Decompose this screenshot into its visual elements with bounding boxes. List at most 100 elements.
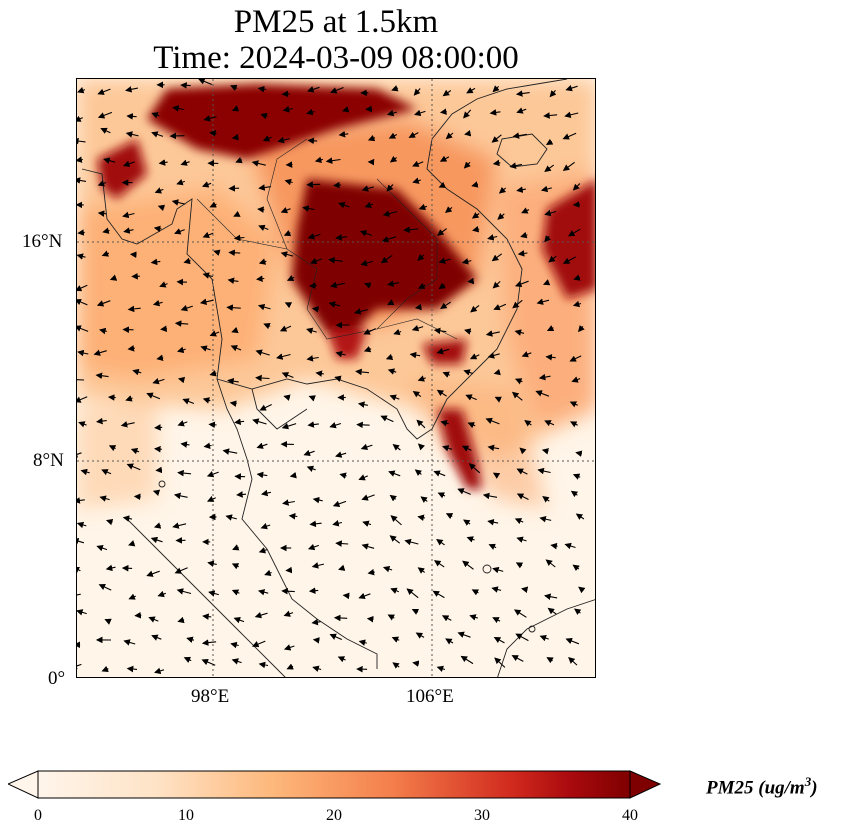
wind-arrow	[461, 258, 472, 265]
wind-arrow	[150, 536, 163, 544]
wind-arrow	[209, 130, 217, 137]
wind-arrow	[412, 390, 422, 398]
wind-arrow	[573, 274, 581, 281]
wind-arrow	[520, 231, 528, 239]
wind-arrow	[417, 567, 426, 574]
wind-arrow	[544, 593, 558, 600]
wind-arrow	[152, 299, 163, 307]
wind-arrow	[155, 466, 163, 474]
wind-arrow	[414, 109, 426, 117]
wind-arrow	[342, 106, 350, 113]
wind-arrow	[567, 228, 581, 237]
wind-arrow	[183, 257, 191, 265]
lon-tick-98E: 98°E	[191, 686, 230, 707]
wind-arrow	[361, 185, 374, 192]
wind-arrow	[77, 521, 87, 529]
wind-arrow	[228, 249, 241, 257]
wind-arrow	[203, 115, 217, 122]
wind-arrow	[77, 137, 86, 145]
wind-arrow	[545, 559, 556, 568]
wind-arrow	[539, 515, 552, 523]
wind-arrow	[417, 282, 426, 289]
wind-arrow	[97, 111, 113, 119]
wind-arrow	[151, 131, 164, 138]
wind-arrow	[103, 157, 116, 164]
wind-arrow	[225, 514, 237, 521]
wind-arrow	[492, 85, 500, 93]
wind-arrow	[77, 177, 87, 184]
wind-arrow	[544, 209, 557, 217]
wind-arrow	[257, 303, 271, 311]
wind-arrow	[307, 543, 319, 551]
wind-arrow	[255, 374, 270, 382]
wind-arrow	[213, 249, 221, 256]
wind-arrow	[403, 226, 419, 234]
wind-arrow	[289, 471, 297, 479]
wind-arrow	[337, 656, 346, 663]
wind-arrow	[177, 420, 188, 427]
wind-arrow	[467, 277, 475, 285]
wind-arrow	[122, 211, 135, 219]
wind-arrow	[123, 639, 136, 646]
wind-arrow	[234, 418, 245, 426]
wind-arrow	[544, 235, 551, 243]
title-line-1: PM25 at 1.5km	[233, 4, 439, 40]
wind-arrow	[122, 515, 133, 522]
wind-arrow	[441, 615, 452, 622]
wind-arrow	[515, 90, 530, 97]
wind-arrow	[200, 345, 211, 352]
wind-arrow	[312, 496, 323, 504]
wind-arrow	[333, 181, 342, 189]
wind-arrow	[433, 560, 445, 568]
wind-arrow	[308, 587, 319, 594]
wind-arrow	[438, 257, 451, 264]
wind-arrow	[463, 519, 471, 526]
wind-arrow	[545, 138, 554, 145]
wind-arrow	[307, 233, 321, 240]
wind-arrow	[311, 618, 321, 626]
wind-arrow	[222, 448, 238, 455]
wind-arrow	[199, 298, 214, 305]
wind-arrow	[544, 420, 555, 427]
wind-arrow	[231, 326, 239, 334]
wind-arrow	[134, 611, 142, 619]
colorbar-gradient	[37, 770, 631, 799]
wind-arrow	[108, 445, 117, 452]
wind-arrow	[514, 518, 524, 525]
wind-arrow	[148, 616, 159, 623]
wind-arrow	[411, 325, 424, 332]
wind-arrow	[539, 634, 549, 642]
wind-arrow	[512, 299, 523, 309]
wind-arrow	[229, 400, 237, 407]
wind-arrow	[463, 161, 471, 169]
wind-arrow	[387, 368, 397, 375]
wind-arrow	[231, 589, 240, 596]
wind-arrow	[462, 560, 474, 570]
wind-arrow	[231, 658, 242, 665]
colorbar-tick-0: 0	[34, 807, 42, 824]
wind-arrow	[120, 421, 135, 428]
wind-arrow	[542, 279, 551, 286]
wind-arrow	[283, 644, 295, 651]
wind-arrow	[463, 369, 473, 376]
wind-arrow	[412, 160, 424, 167]
wind-arrow	[283, 610, 294, 617]
wind-arrow	[493, 636, 505, 644]
wind-arrow	[436, 665, 446, 673]
wind-arrow	[414, 303, 422, 311]
wind-arrow	[577, 324, 585, 333]
wind-arrow	[314, 156, 324, 164]
wind-arrow	[544, 164, 555, 172]
wind-arrow	[511, 391, 523, 401]
wind-arrow	[521, 586, 529, 593]
wind-arrow	[469, 353, 480, 360]
wind-arrow	[102, 227, 110, 234]
wind-arrow	[254, 611, 268, 619]
wind-arrow	[231, 133, 239, 141]
wind-arrow	[511, 655, 524, 662]
wind-arrow	[77, 115, 83, 122]
wind-arrow	[519, 447, 527, 455]
wind-arrow	[99, 327, 108, 335]
wind-arrow	[208, 590, 219, 597]
wind-arrow	[130, 448, 140, 455]
